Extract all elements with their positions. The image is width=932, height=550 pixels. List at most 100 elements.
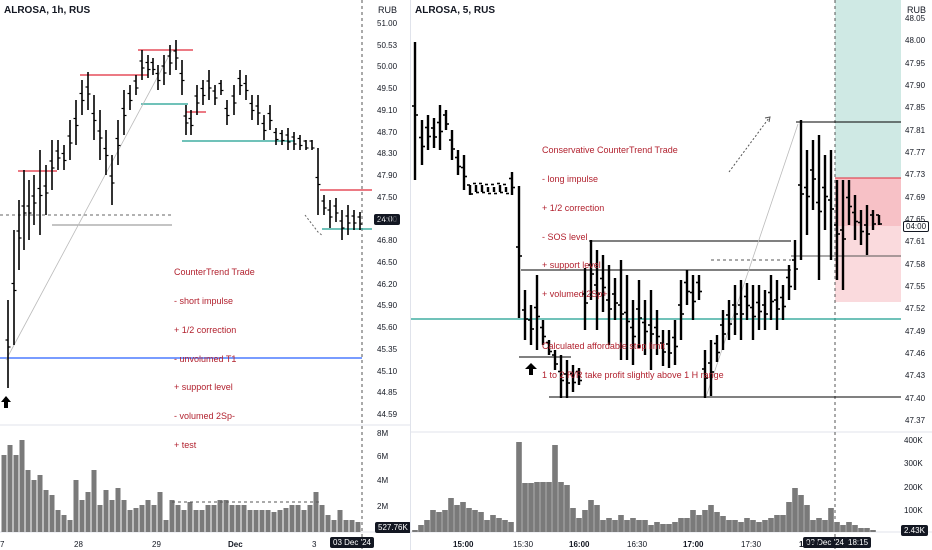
volume-bar <box>870 530 876 532</box>
time-tick-label: 29 <box>152 540 161 549</box>
right-current-price-tag: 04:00 <box>903 221 930 232</box>
right-annotation[interactable]: Conservative CounterTrend Trade - long i… <box>542 127 724 400</box>
price-tick-label: 47.69 <box>905 192 926 202</box>
volume-bar <box>283 508 289 532</box>
left-price-chart[interactable] <box>0 0 410 550</box>
price-tick-label: 47.49 <box>905 326 926 336</box>
volume-bar <box>412 530 418 532</box>
price-tick-label: 47.85 <box>905 103 926 113</box>
price-tick-label: 47.37 <box>905 416 926 425</box>
volume-bar <box>97 505 103 532</box>
volume-bar <box>19 440 25 532</box>
volume-bar <box>355 522 361 532</box>
right-price-chart[interactable] <box>411 0 932 550</box>
time-tick-label: 15:30 <box>513 540 534 549</box>
time-tick-label: 17:30 <box>741 540 762 549</box>
volume-bar <box>67 520 73 532</box>
volume-bar <box>672 522 678 532</box>
volume-bar <box>349 520 355 532</box>
volume-bar <box>37 475 43 532</box>
left-annotation-line: - volumed 2Sp- <box>174 411 236 422</box>
right-annotation-line: + support level <box>542 260 601 271</box>
volume-bar <box>115 488 121 532</box>
volume-bar <box>828 508 834 532</box>
volume-bar <box>478 512 484 532</box>
volume-bar <box>121 500 127 532</box>
volume-bar <box>780 515 786 532</box>
volume-bar <box>85 492 91 532</box>
volume-bar <box>49 495 55 532</box>
take-profit-zone <box>835 0 901 178</box>
volume-bar <box>13 455 19 532</box>
left-current-price-tag: 24:00 <box>374 214 401 225</box>
volume-tick-label: 8M <box>377 429 389 438</box>
price-tick-label: 47.65 <box>905 215 926 224</box>
left-chart-panel[interactable]: ALROSA, 1h, RUS RUB 24:00 527.76K 03 Dec… <box>0 0 410 550</box>
price-tick-label: 44.59 <box>377 410 398 419</box>
right-chart-panel[interactable]: ALROSA, 5, RUS RUB 04:00 2.43K 03 Dec '2… <box>410 0 932 550</box>
right-annotation-line: + volumed 2Sp+ <box>542 289 608 300</box>
price-tick-label: 45.90 <box>377 301 398 311</box>
price-tick-label: 47.73 <box>905 170 926 180</box>
volume-bar <box>454 505 460 532</box>
right-annotation-line: - long impulse <box>542 173 599 184</box>
volume-bar <box>540 482 546 532</box>
volume-bar <box>7 445 13 532</box>
volume-bar <box>816 518 822 532</box>
volume-bar <box>750 520 756 532</box>
volume-bar <box>834 522 840 532</box>
left-annotation-title: CounterTrend Trade <box>174 267 255 278</box>
volume-bar <box>738 522 744 532</box>
right-volume-tag: 2.43K <box>901 525 928 536</box>
price-tick-label: 49.10 <box>377 105 398 115</box>
volume-bar <box>151 505 157 532</box>
time-tick-label: 3 <box>312 540 317 549</box>
volume-bar <box>558 482 564 532</box>
right-annotation-title: Conservative CounterTrend Trade <box>542 145 678 156</box>
volume-bar <box>91 470 97 532</box>
volume-bar <box>169 500 175 532</box>
volume-bar <box>343 520 349 532</box>
price-tick-label: 47.43 <box>905 371 926 381</box>
volume-bar <box>720 516 726 532</box>
price-tick-label: 46.20 <box>377 279 398 289</box>
volume-bar <box>79 500 85 532</box>
time-tick-label: 28 <box>74 540 83 549</box>
volume-bar <box>624 520 630 532</box>
right-annotation-line: - SOS level <box>542 231 588 242</box>
left-annotation-line: + 1/2 correction <box>174 324 237 335</box>
trend-line <box>5 49 173 361</box>
volume-bar <box>502 520 508 532</box>
volume-tick-label: 400K <box>904 436 923 445</box>
volume-tick-label: 300K <box>904 459 923 468</box>
volume-bar <box>594 505 600 532</box>
volume-bar <box>576 518 582 532</box>
left-symbol-title[interactable]: ALROSA, 1h, RUS <box>4 5 91 16</box>
entry-arrow-icon <box>525 363 537 375</box>
price-tick-label: 48.30 <box>377 149 398 159</box>
volume-bar <box>490 515 496 532</box>
volume-bar <box>460 502 466 532</box>
left-volume-tag: 527.76K <box>375 522 410 533</box>
volume-bar <box>690 510 696 532</box>
price-tick-label: 47.90 <box>377 171 398 181</box>
price-tick-label: 49.50 <box>377 84 398 94</box>
volume-bar <box>145 500 151 532</box>
left-annotation-line: - unvolumed T1 <box>174 353 237 364</box>
volume-bar <box>666 524 672 532</box>
volume-bar <box>337 510 343 532</box>
left-annotation[interactable]: CounterTrend Trade - short impulse + 1/2… <box>174 249 255 470</box>
right-symbol-title[interactable]: ALROSA, 5, RUS <box>415 5 496 16</box>
time-tick-label: 18:00 <box>799 540 820 549</box>
volume-bar <box>163 520 169 532</box>
volume-bar <box>858 528 864 532</box>
volume-bar <box>798 495 804 532</box>
volume-bar <box>810 520 816 532</box>
volume-bar <box>61 515 67 532</box>
price-tick-label: 47.90 <box>905 81 926 90</box>
left-annotation-line: - short impulse <box>174 295 234 306</box>
volume-bar <box>570 508 576 532</box>
price-tick-label: 47.46 <box>905 349 926 358</box>
volume-bar <box>43 490 49 532</box>
volume-bar <box>55 510 61 532</box>
